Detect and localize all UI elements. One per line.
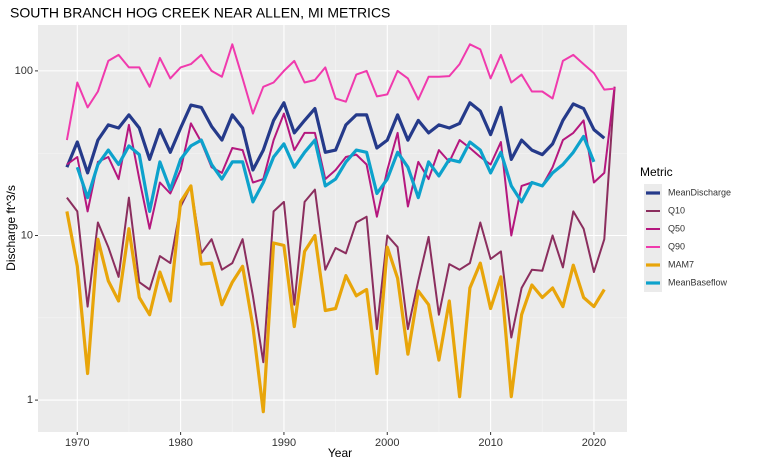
plot-panel xyxy=(38,25,627,432)
x-tick-label: 2000 xyxy=(375,437,399,449)
series-line xyxy=(75,134,596,213)
x-tick-label: 1990 xyxy=(272,437,296,449)
legend-label: Q50 xyxy=(668,223,685,233)
x-tick-label: 2010 xyxy=(478,437,502,449)
y-tick-label: 1 xyxy=(27,394,33,406)
legend-label: MeanBaseflow xyxy=(668,277,728,287)
chart-title: SOUTH BRANCH HOG CREEK NEAR ALLEN, MI ME… xyxy=(10,5,390,21)
x-tick-label: 1970 xyxy=(65,437,89,449)
y-axis-title: Discharge ft^3/s xyxy=(4,185,18,271)
legend-title: Metric xyxy=(640,165,673,179)
x-tick-label: 2020 xyxy=(582,437,606,449)
legend-label: MAM7 xyxy=(668,259,694,269)
series-line xyxy=(65,43,615,141)
series-line xyxy=(65,184,606,414)
series-line xyxy=(66,86,616,237)
legend-label: Q10 xyxy=(668,205,685,215)
x-tick-label: 1980 xyxy=(168,437,192,449)
series-line xyxy=(65,101,606,175)
series-line xyxy=(66,86,616,364)
legend-label: MeanDischarge xyxy=(668,187,731,197)
y-tick-label: 100 xyxy=(15,65,33,77)
y-tick-label: 10 xyxy=(21,229,33,241)
x-axis-title: Year xyxy=(328,446,352,460)
legend-label: Q90 xyxy=(668,241,685,251)
